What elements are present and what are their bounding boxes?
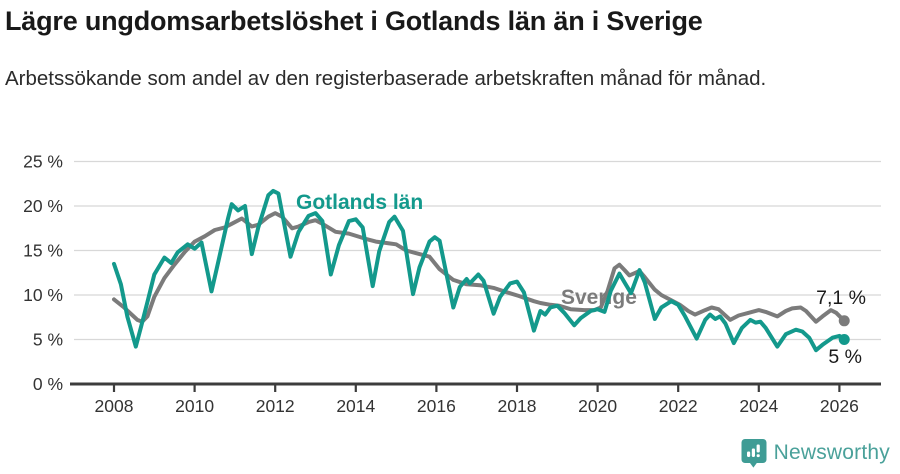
y-tick-label-0: 0 % <box>33 374 63 394</box>
series-label-gotland: Gotlands län <box>296 191 423 214</box>
y-tick-label-10: 10 % <box>23 285 63 305</box>
end-value-label-sverige: 7,1 % <box>816 287 866 309</box>
x-tick-label-2022: 2022 <box>659 396 698 416</box>
x-tick-label-2026: 2026 <box>820 396 859 416</box>
x-tick-label-2016: 2016 <box>417 396 456 416</box>
series-label-sverige: Sverige <box>561 286 637 309</box>
y-tick-label-25: 25 % <box>23 152 63 172</box>
chart-subtitle: Arbetssökande som andel av den registerb… <box>5 67 767 90</box>
end-value-label-gotland: 5 % <box>828 346 862 368</box>
newsworthy-logo-icon <box>741 439 767 468</box>
x-tick-label-2014: 2014 <box>336 396 375 416</box>
x-tick-label-2008: 2008 <box>95 396 134 416</box>
brand-name: Newsworthy <box>773 441 890 464</box>
y-tick-label-15: 15 % <box>23 241 63 261</box>
x-tick-label-2020: 2020 <box>578 396 617 416</box>
series-line-sverige <box>112 211 847 324</box>
line-chart: 0 % 5 % 10 % 15 % 20 % 25 % 2008 2010 2012 2014 20… <box>23 152 881 416</box>
x-tick-label-2018: 2018 <box>498 396 537 416</box>
series-end-dot-sverige <box>838 315 850 327</box>
series-end-dot-gotland <box>838 334 850 345</box>
x-tick-label-2010: 2010 <box>175 396 214 416</box>
chart-title: Lägre ungdomsarbetslöshet i Gotlands län… <box>5 6 703 36</box>
x-tick-label-2012: 2012 <box>256 396 295 416</box>
brand-footer: Newsworthy <box>741 438 890 468</box>
y-tick-label-20: 20 % <box>23 196 63 216</box>
series-line-gotland <box>112 188 847 353</box>
y-tick-label-5: 5 % <box>33 330 63 350</box>
x-tick-label-2024: 2024 <box>739 396 778 416</box>
